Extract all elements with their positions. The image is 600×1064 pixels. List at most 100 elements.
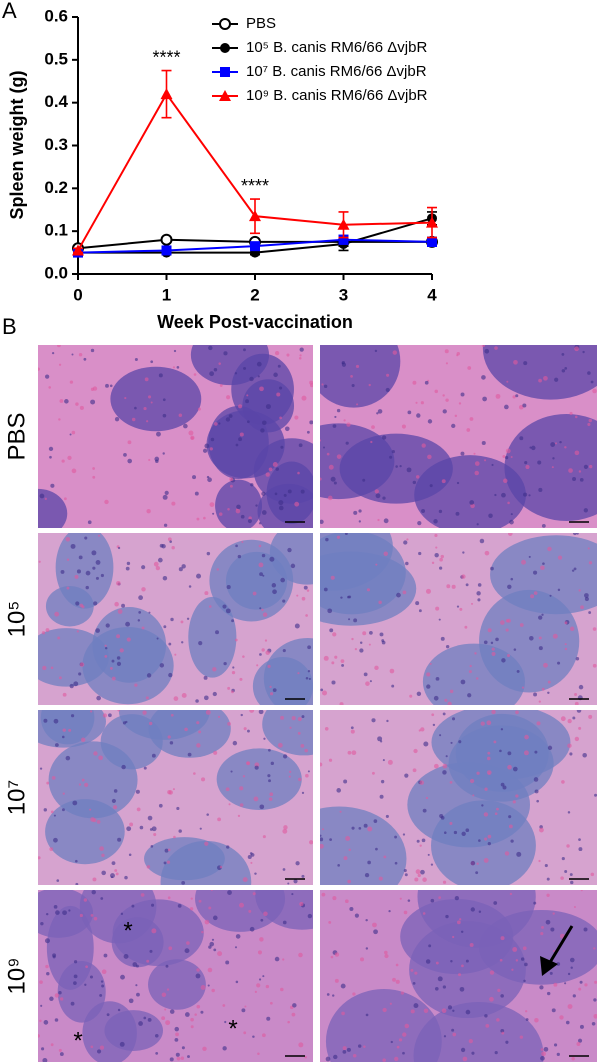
tissue-cell [523, 492, 528, 497]
tissue-nodule [215, 479, 263, 528]
tissue-cell [349, 907, 354, 912]
tissue-cell [525, 1018, 529, 1021]
tissue-cell [549, 594, 552, 597]
tissue-cell [169, 540, 172, 543]
tissue-cell [148, 721, 153, 726]
tissue-cell [540, 932, 544, 936]
tissue-cell [350, 726, 354, 730]
tissue-cell [493, 740, 497, 744]
tissue-cell [175, 1032, 179, 1037]
tissue-cell [225, 608, 231, 614]
tissue-cell [487, 751, 491, 755]
tissue-cell [439, 734, 442, 737]
tissue-cell [470, 860, 476, 866]
tissue-cell [422, 877, 427, 882]
tissue-cell [546, 877, 550, 881]
tissue-cell [262, 1033, 266, 1038]
tissue-cell [52, 955, 56, 959]
tissue-cell [504, 404, 509, 410]
tissue-cell [431, 713, 435, 717]
tissue-cell [587, 422, 591, 426]
tissue-cell [161, 544, 166, 549]
tissue-cell [89, 710, 93, 713]
tissue-cell [370, 440, 373, 444]
tissue-cell [53, 837, 58, 843]
tissue-cell [413, 1003, 419, 1009]
tissue-cell [90, 348, 95, 353]
tissue-cell [138, 595, 143, 601]
tissue-cell [103, 953, 108, 958]
tissue-cell [268, 779, 271, 783]
tissue-cell [248, 516, 252, 520]
tissue-cell [394, 861, 398, 865]
tissue-cell [117, 609, 123, 614]
tissue-cell [49, 996, 54, 1002]
tissue-cell [396, 592, 401, 598]
tissue-cell [500, 936, 505, 941]
tissue-cell [350, 375, 353, 378]
tissue-cell [402, 833, 406, 836]
tissue-cell [155, 565, 161, 571]
tissue-cell [151, 826, 157, 832]
tissue-cell [144, 377, 149, 382]
tissue-cell [354, 647, 358, 651]
tissue-cell [435, 606, 440, 611]
row-label: 10⁷ [3, 780, 30, 815]
tissue-cell [222, 1046, 227, 1051]
tissue-cell [134, 406, 137, 410]
tissue-cell [395, 465, 398, 468]
tissue-cell [164, 490, 169, 495]
tissue-cell [135, 789, 140, 794]
tissue-cell [373, 929, 378, 935]
tissue-cell [208, 605, 212, 608]
tissue-cell [365, 918, 368, 922]
tissue-cell [181, 564, 186, 569]
tissue-cell [449, 821, 453, 825]
tissue-cell [239, 677, 243, 681]
tissue-cell [93, 751, 98, 756]
tissue-cell [507, 751, 512, 756]
tissue-cell [70, 714, 75, 718]
x-tick-label: 0 [73, 285, 82, 304]
tissue-cell [277, 364, 281, 368]
tissue-cell [358, 509, 362, 513]
tissue-cell [249, 710, 255, 713]
tissue-cell [169, 1009, 175, 1014]
tissue-cell [507, 584, 512, 590]
tissue-cell [580, 890, 583, 892]
legend-marker [220, 43, 230, 53]
tissue-cell [379, 794, 384, 799]
tissue-cell [287, 547, 292, 553]
significance-label: **** [241, 176, 269, 196]
tissue-cell [486, 720, 492, 726]
tissue-cell [161, 992, 167, 998]
tissue-cell [433, 695, 439, 701]
tissue-cell [533, 692, 538, 697]
tissue-cell [217, 715, 221, 719]
tissue-cell [320, 688, 324, 692]
tissue-cell [304, 748, 308, 753]
tissue-cell [534, 1018, 539, 1023]
tissue-cell [87, 520, 92, 525]
tissue-cell [382, 1058, 386, 1062]
tissue-cell [564, 870, 568, 873]
tissue-cell [358, 827, 362, 830]
tissue-cell [575, 656, 580, 661]
tissue-cell [484, 787, 488, 791]
tissue-cell [435, 676, 440, 681]
tissue-cell [508, 824, 513, 829]
tissue-cell [578, 589, 581, 592]
tissue-cell [287, 882, 290, 885]
tissue-cell [410, 968, 414, 972]
tissue-cell [168, 946, 173, 951]
tissue-cell [244, 1005, 247, 1008]
tissue-cell [198, 730, 202, 734]
tissue-cell [138, 611, 142, 614]
tissue-cell [544, 863, 548, 868]
tissue-cell [178, 829, 182, 833]
tissue-cell [404, 873, 408, 877]
tissue-cell [428, 944, 432, 948]
row-label: 10⁹ [3, 958, 30, 995]
tissue-cell [40, 921, 44, 926]
tissue-cell [499, 749, 502, 753]
